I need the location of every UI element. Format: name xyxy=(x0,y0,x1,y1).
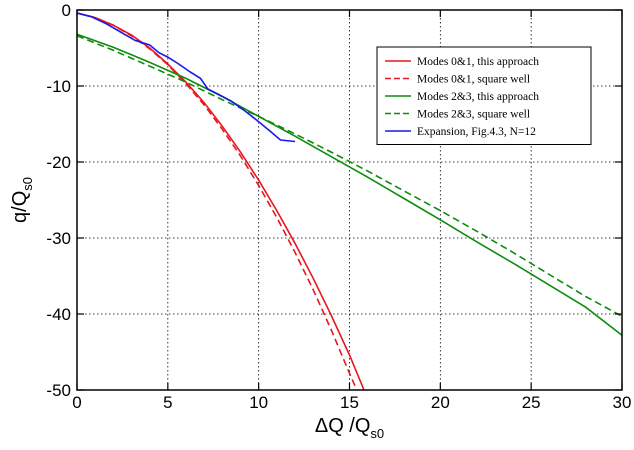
legend-label-3: Modes 2&3, this approach xyxy=(417,91,539,103)
legend-box xyxy=(376,46,592,145)
y-axis-label-sub: s0 xyxy=(20,177,35,191)
x-tick-label: 5 xyxy=(163,393,172,412)
y-tick-label: -20 xyxy=(46,153,71,172)
y-tick-label: -40 xyxy=(46,305,71,324)
series-line-3 xyxy=(77,33,622,336)
x-tick-label: 15 xyxy=(340,393,359,412)
x-tick-label: 25 xyxy=(522,393,541,412)
x-tick-label: 30 xyxy=(613,393,632,412)
x-tick-label: 20 xyxy=(431,393,450,412)
y-tick-label: -30 xyxy=(46,229,71,248)
legend-label-2: Modes 0&1, square well xyxy=(417,74,530,86)
legend-label-5: Expansion, Fig.4.3, N=12 xyxy=(417,126,536,138)
axis-ticks: 0 5 10 15 20 25 30 0 -10 -20 -30 -40 -50 xyxy=(46,1,631,412)
legend: Modes 0&1, this approach Modes 0&1, squar… xyxy=(376,46,592,145)
x-tick-label: 10 xyxy=(249,393,268,412)
legend-label-1: Modes 0&1, this approach xyxy=(417,56,539,68)
series-line-5 xyxy=(77,12,296,143)
y-tick-label: -50 xyxy=(46,381,71,400)
series-line-4 xyxy=(77,35,622,318)
legend-label-4: Modes 2&3, square well xyxy=(417,109,530,121)
x-axis-label-sub: s0 xyxy=(370,426,384,441)
y-tick-label: 0 xyxy=(62,1,71,20)
series-line-1 xyxy=(77,12,365,390)
y-axis-label-main: q/Q xyxy=(9,191,31,223)
y-axis-label: q/Qs0 xyxy=(9,177,35,223)
series-lines xyxy=(77,12,622,390)
series-line-2 xyxy=(77,12,358,390)
x-axis-label-main: ΔQ /Q xyxy=(315,415,371,437)
y-tick-label: -10 xyxy=(46,77,71,96)
x-tick-label: 0 xyxy=(72,393,81,412)
x-axis-label: ΔQ /Qs0 xyxy=(315,415,384,441)
